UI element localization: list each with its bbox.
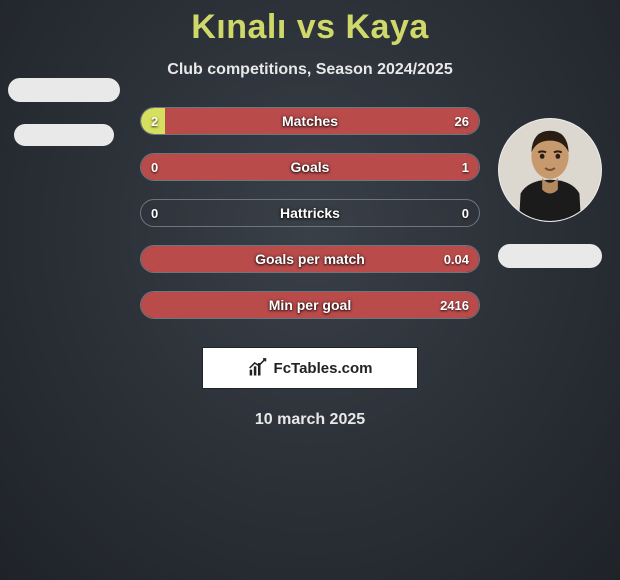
stat-row: Hattricks0 0: [140, 199, 480, 227]
stat-value-right: 0.04: [444, 246, 469, 272]
stat-value-left: 0: [151, 154, 158, 180]
subtitle: Club competitions, Season 2024/2025: [167, 61, 452, 79]
stat-value-right: 2416: [440, 292, 469, 318]
stat-row: Goals per match0.04: [140, 245, 480, 273]
stat-row: Min per goal2416: [140, 291, 480, 319]
page-title: Kınalı vs Kaya: [191, 8, 429, 47]
stat-label: Goals: [141, 154, 479, 180]
date-text: 10 march 2025: [255, 411, 365, 429]
stat-value-left: 2: [151, 108, 158, 134]
stat-value-right: 1: [462, 154, 469, 180]
stat-label: Min per goal: [141, 292, 479, 318]
stat-value-right: 0: [462, 200, 469, 226]
stat-value-left: 0: [151, 200, 158, 226]
stats-block: Matches226Goals01Hattricks00Goals per ma…: [0, 107, 620, 319]
brand-text: FcTables.com: [274, 360, 373, 377]
player-left-name-pill: [8, 78, 120, 102]
stat-row: Goals0 1: [140, 153, 480, 181]
stat-row: Matches2 26: [140, 107, 480, 135]
stat-label: Matches: [141, 108, 479, 134]
chart-icon: [248, 358, 268, 378]
stat-label: Hattricks: [141, 200, 479, 226]
brand-badge: FcTables.com: [202, 347, 418, 389]
stat-value-right: 26: [455, 108, 469, 134]
stat-label: Goals per match: [141, 246, 479, 272]
